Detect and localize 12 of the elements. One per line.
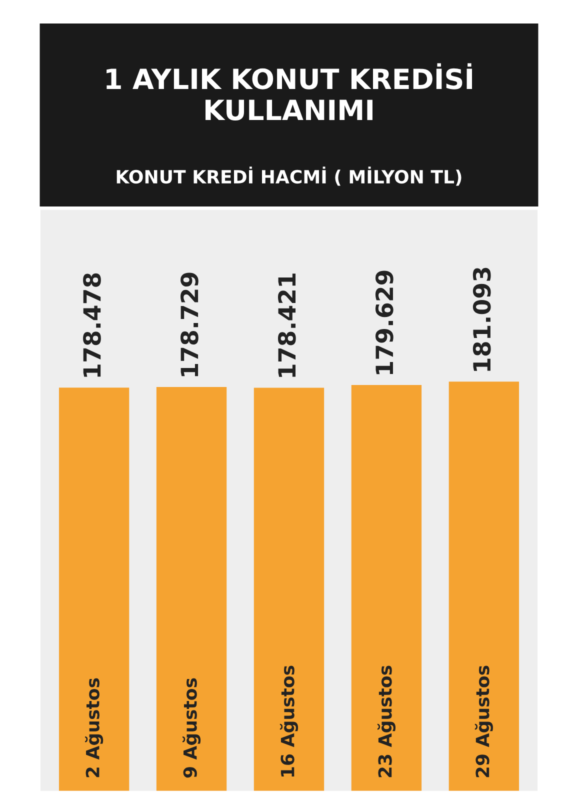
data-label: 181.093 [472,268,491,371]
x-tick-label: 23 Ağustos [377,666,396,778]
x-tick-label: 9 Ağustos [182,678,201,778]
chart-title: 1 AYLIK KONUT KREDİSİ KULLANIMI [106,63,472,120]
x-tick-label: 16 Ağustos [280,666,298,777]
chart-subtitle: KONUT KREDİ HACMİ ( MİLYON TL) [116,166,462,186]
data-label: 179.629 [375,270,394,374]
data-label: 178.478 [83,273,101,377]
x-tick-label: 2 Ağustos [85,678,104,778]
x-tick-label: 29 Ağustos [474,666,493,778]
data-label: 178.421 [278,274,296,377]
data-label: 178.729 [180,272,198,376]
